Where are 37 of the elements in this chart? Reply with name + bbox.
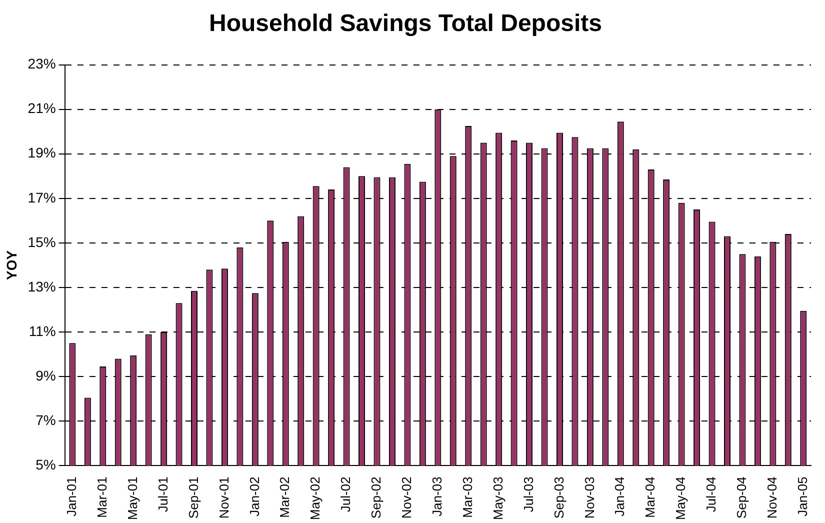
y-tick-label: 15% xyxy=(28,234,56,250)
x-tick-label: Nov-01 xyxy=(216,476,232,519)
x-tick-label: May-04 xyxy=(673,476,688,520)
x-tick-label: Jan-05 xyxy=(794,476,810,516)
y-tick-label: 13% xyxy=(28,278,56,294)
x-tick-label: Nov-02 xyxy=(399,476,414,519)
x-tick-label: Sep-04 xyxy=(734,476,750,519)
x-tick-label: Sep-03 xyxy=(551,476,566,519)
x-tick-label: Jul-04 xyxy=(704,476,719,512)
y-tick-label: 9% xyxy=(36,367,56,384)
y-tick-label: 23% xyxy=(28,56,56,72)
x-tick-label: May-02 xyxy=(308,476,323,520)
chart-title: Household Savings Total Deposits xyxy=(209,10,602,38)
x-tick-label: Jan-02 xyxy=(246,476,262,516)
x-tick-label: Jul-01 xyxy=(155,476,170,512)
x-tick-label: May-01 xyxy=(124,476,140,520)
y-tick-label: 7% xyxy=(36,412,56,428)
x-tick-label: Sep-02 xyxy=(368,476,384,519)
x-tick-label: Mar-03 xyxy=(460,476,475,518)
x-tick-label: Jul-03 xyxy=(520,476,536,512)
x-tick-label: Sep-01 xyxy=(186,476,201,519)
y-tick-label: 21% xyxy=(28,100,56,116)
y-tick-label: 19% xyxy=(28,144,56,161)
y-tick-label: 5% xyxy=(36,456,56,473)
x-tick-label: Nov-03 xyxy=(582,476,597,519)
x-tick-label: Jan-01 xyxy=(64,476,80,516)
x-tick-label: Nov-04 xyxy=(764,476,780,519)
x-tick-label: Jan-04 xyxy=(612,476,628,516)
x-tick-label: Mar-02 xyxy=(277,476,292,518)
y-tick-label: 17% xyxy=(28,189,56,206)
y-tick-label: 11% xyxy=(28,322,56,339)
y-axis-title: YOY xyxy=(3,250,20,280)
x-tick-label: Jan-03 xyxy=(429,476,444,516)
x-tick-label: Mar-01 xyxy=(94,476,110,518)
x-tick-label: May-03 xyxy=(490,476,506,520)
x-tick-label: Mar-04 xyxy=(642,476,658,518)
x-tick-label: Jul-02 xyxy=(338,476,354,512)
